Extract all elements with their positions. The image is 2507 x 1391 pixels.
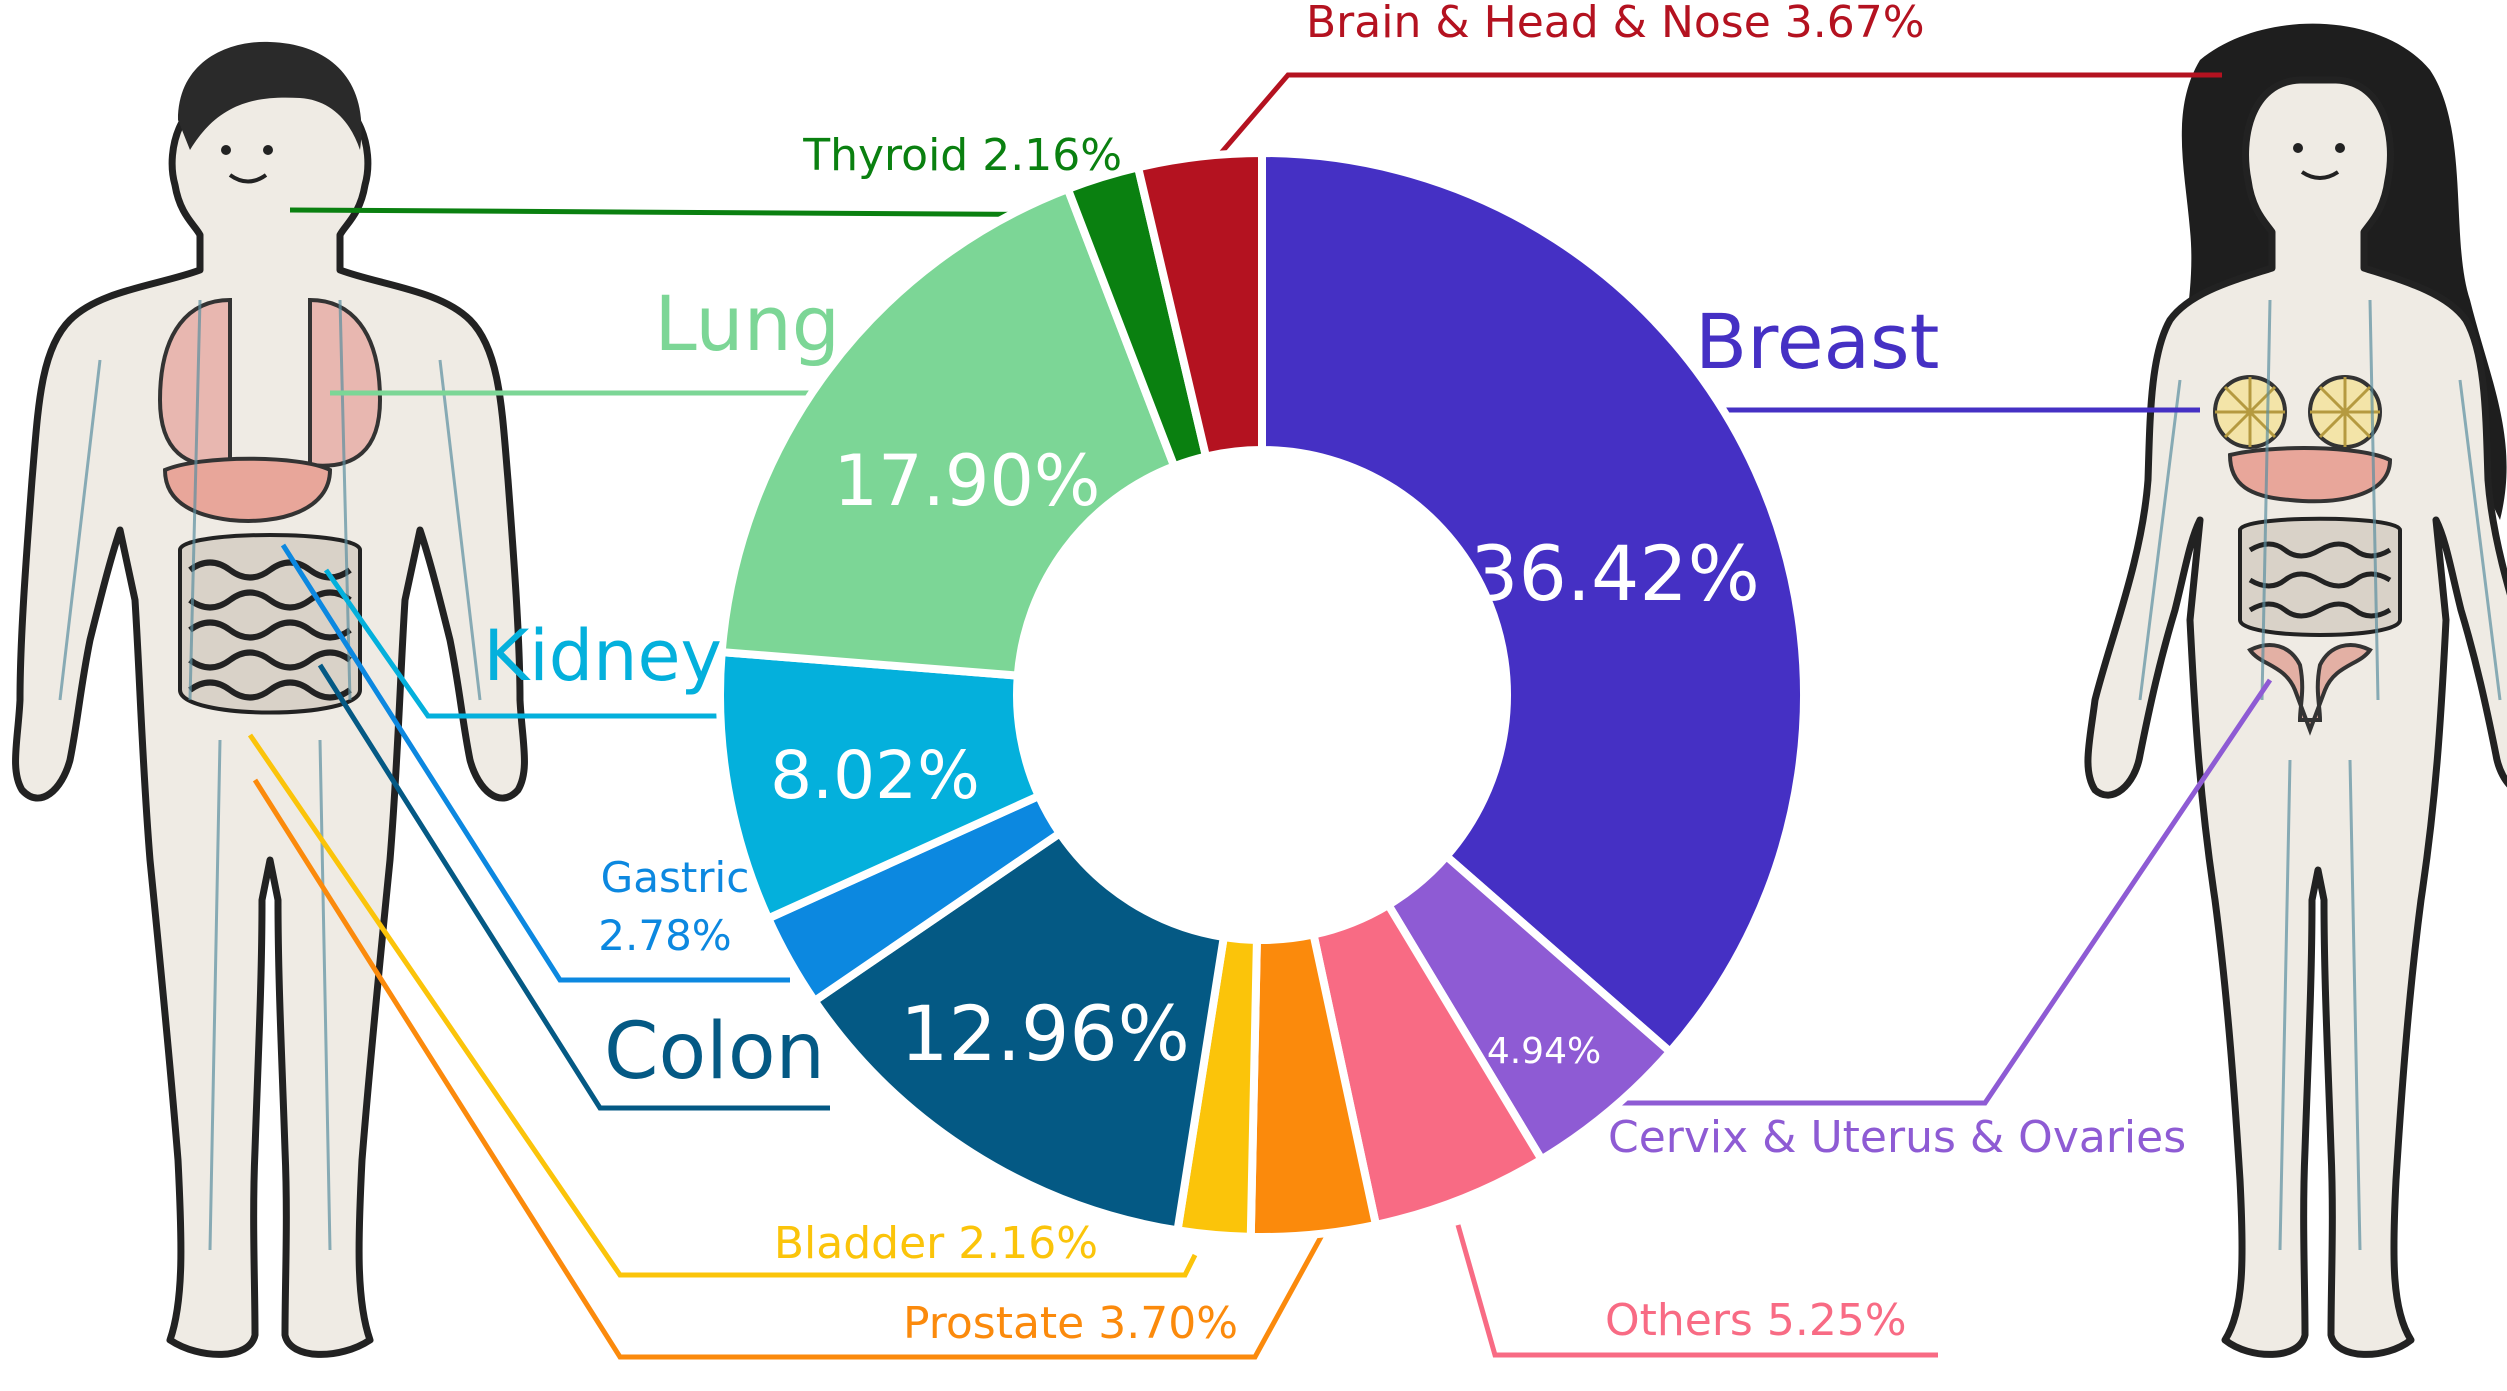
leader-colon [317, 663, 830, 1111]
female-uterus [2247, 643, 2373, 736]
inside-value-labels: 36.42% 4.94% 12.96% 8.02% 17.90% [770, 440, 1760, 1078]
female-liver [2227, 446, 2393, 504]
inside-label-breast: 36.42% [1470, 529, 1760, 618]
leader-gastric [280, 543, 790, 983]
leader-others [1455, 1224, 1938, 1358]
inside-label-lung: 17.90% [834, 440, 1101, 522]
male-liver [162, 456, 333, 523]
label-others: Others 5.25% [1605, 1295, 1907, 1346]
leader-bladder [247, 733, 1198, 1278]
female-body-outline [2084, 76, 2507, 1358]
leader-lines [247, 72, 2273, 1360]
label-breast: Breast [1695, 297, 1939, 386]
label-gastric: Gastric 2.78% [598, 853, 749, 960]
inside-label-colon: 12.96% [900, 989, 1190, 1078]
inside-label-kidney: 8.02% [770, 737, 980, 814]
donut-slices [716, 149, 1808, 1241]
label-gastric-value: 2.78% [598, 911, 731, 960]
label-lung: Lung [654, 279, 840, 368]
male-intestines [178, 533, 362, 715]
label-brain: Brain & Head & Nose 3.67% [1306, 0, 1925, 48]
label-prostate: Prostate 3.70% [903, 1298, 1238, 1349]
leader-kidney [323, 568, 730, 719]
male-hair [178, 41, 362, 150]
male-body-outline [12, 84, 528, 1358]
leader-prostate [252, 778, 1325, 1360]
slice-breast [1258, 149, 1808, 1056]
label-kidney: Kidney [483, 615, 722, 697]
label-bladder: Bladder 2.16% [774, 1218, 1098, 1269]
label-cervix: Cervix & Uterus & Ovaries [1608, 1112, 2186, 1163]
label-colon: Colon [604, 1007, 825, 1097]
slice-brain-head-nose [1134, 149, 1266, 461]
outside-category-labels: Brain & Head & Nose 3.67% Thyroid 2.16% … [483, 0, 2186, 1349]
slice-lung [717, 184, 1179, 680]
inside-label-cervix: 4.94% [1487, 1031, 1601, 1072]
leader-brain [1213, 72, 2222, 162]
label-thyroid: Thyroid 2.16% [802, 130, 1122, 181]
label-gastric-name: Gastric [601, 853, 750, 902]
male-body-illustration [12, 41, 528, 1358]
female-body-illustration [2084, 23, 2507, 1358]
leader-thyroid [289, 207, 1126, 218]
slice-kidney [716, 648, 1043, 923]
